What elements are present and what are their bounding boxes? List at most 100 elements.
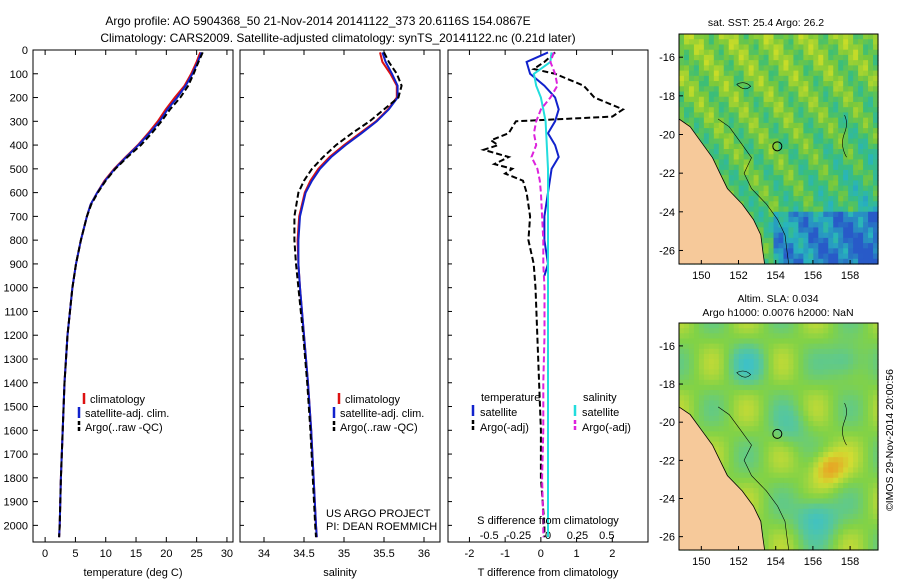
heatmap-cell [763,159,770,166]
heatmap-cell [738,328,745,334]
heatmap-cell [803,65,809,72]
heatmap-cell [693,359,700,365]
heatmap-cell [733,60,740,66]
heatmap-cell [803,353,809,360]
heatmap-cell [768,128,775,134]
heatmap-cell [718,431,725,438]
heatmap-cell [868,343,874,350]
heatmap-cell [708,374,715,381]
heatmap-cell [718,415,725,422]
heatmap-cell [873,34,879,40]
heatmap-cell [828,107,834,114]
heatmap-cell [748,96,755,103]
heatmap-cell [828,410,834,417]
heatmap-cell [763,65,770,72]
heatmap-cell [848,508,854,515]
heatmap-cell [803,253,809,260]
heatmap-cell [768,206,775,213]
heatmap-cell [793,493,799,500]
heatmap-cell [748,206,755,213]
heatmap-cell [863,488,869,494]
heatmap-cell [873,519,879,525]
heatmap-cell [738,180,745,187]
heatmap-cell [733,359,740,365]
heatmap-cell [713,395,720,401]
legend-t-argo: Argo(-adj) [480,422,529,434]
heatmap-cell [748,75,755,82]
heatmap-cell [858,175,864,181]
heatmap-cell [788,477,795,484]
heatmap-cell [773,237,780,244]
heatmap-cell [818,529,824,536]
heatmap-cell [828,436,834,443]
heatmap-cell [853,441,859,448]
heatmap-cell [833,211,839,218]
x-tick-label: 36 [418,548,430,560]
heatmap-cell [698,133,705,140]
heatmap-cell [718,441,725,448]
heatmap-cell [743,431,750,438]
heatmap-cell [778,101,785,108]
heatmap-cell [798,112,804,119]
heatmap-cell [718,343,725,350]
heatmap-cell [778,185,785,192]
x-tick-label: 34 [258,548,270,560]
heatmap-cell [783,216,790,223]
heatmap-cell [683,390,690,396]
heatmap-cell [763,54,770,61]
heatmap-cell [708,369,715,376]
heatmap-cell [743,70,750,77]
heatmap-cell [758,436,765,443]
heatmap-cell [763,237,770,244]
heatmap-cell [818,524,824,530]
heatmap-cell [773,446,780,453]
heatmap-cell [753,128,760,134]
heatmap-cell [843,190,849,197]
heatmap-cell [683,395,690,401]
heatmap-cell [713,415,720,422]
heatmap-cell [873,323,879,329]
heatmap-cell [718,44,725,51]
heatmap-cell [868,328,874,334]
heatmap-cell [768,410,775,417]
heatmap-cell [823,431,829,438]
heatmap-cell [763,185,770,192]
heatmap-cell [783,472,790,479]
heatmap-cell [803,227,809,234]
heatmap-cell [758,91,765,98]
heatmap-cell [698,323,705,329]
heatmap-cell [758,421,765,427]
heatmap-cell [788,232,795,239]
heatmap-cell [873,477,879,484]
heatmap-cell [813,185,819,192]
heatmap-cell [728,343,735,350]
heatmap-cell [833,122,839,129]
heatmap-cell [738,54,745,61]
heatmap-cell [783,544,790,551]
heatmap-cell [703,117,710,124]
heatmap-cell [788,112,795,119]
heatmap-cell [793,70,799,77]
heatmap-cell [763,410,770,417]
heatmap-cell [833,446,839,453]
heatmap-cell [858,477,864,484]
heatmap-cell [758,227,765,234]
heatmap-cell [843,338,849,345]
heatmap-cell [823,462,829,469]
heatmap-cell [758,143,765,150]
heatmap-cell [873,70,879,77]
heatmap-cell [738,65,745,72]
heatmap-cell [873,49,879,56]
heatmap-cell [733,86,740,93]
heatmap-cell [843,258,849,265]
heatmap-cell [728,369,735,376]
heatmap-cell [679,338,685,345]
heatmap-cell [843,201,849,208]
heatmap-cell [708,143,715,150]
heatmap-cell [868,133,874,140]
heatmap-cell [728,154,735,161]
heatmap-cell [848,107,854,114]
heatmap-cell [768,237,775,244]
heatmap-cell [693,374,700,381]
heatmap-cell [828,117,834,124]
